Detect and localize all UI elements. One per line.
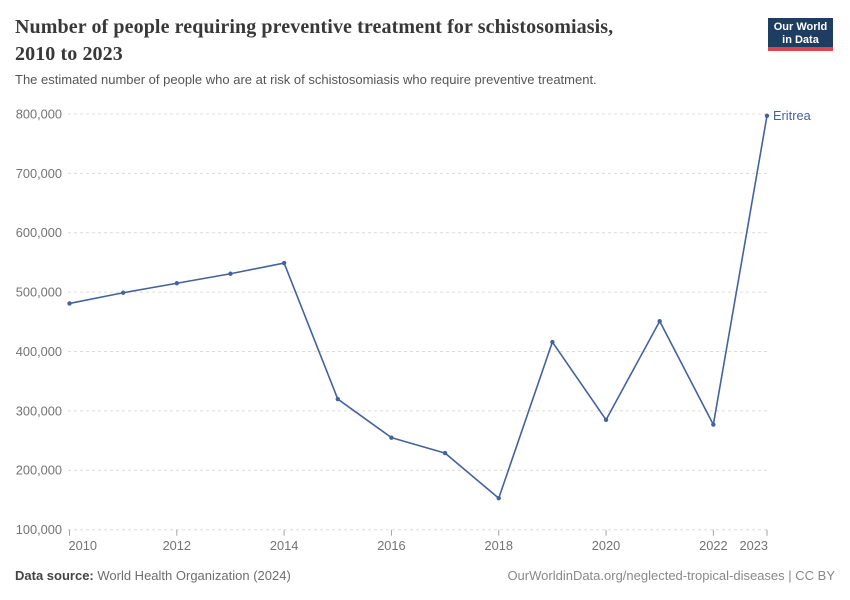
owid-logo-text-line1: Our World [773,21,828,33]
chart-subtitle: The estimated number of people who are a… [15,72,597,87]
x-axis-tick-label: 2010 [69,538,97,553]
x-axis-tick-label: 2022 [699,538,727,553]
page-title-line2: 2010 to 2023 [15,43,123,65]
credit-link[interactable]: OurWorldinData.org/neglected-tropical-di… [507,568,835,583]
data-point[interactable] [389,435,394,440]
x-axis-tick-label: 2014 [270,538,298,553]
y-axis-tick-label: 500,000 [16,285,62,300]
x-axis-tick-label: 2012 [163,538,191,553]
chart-footer: Data source: World Health Organization (… [15,568,835,583]
x-axis-tick-label: 2018 [484,538,512,553]
y-axis-tick-label: 400,000 [16,344,62,359]
y-axis-tick-label: 100,000 [16,522,62,537]
y-axis-tick-label: 700,000 [16,166,62,181]
owid-logo-text-line2: in Data [782,34,819,46]
data-point[interactable] [281,260,287,266]
series-end-label: Eritrea [773,108,812,123]
data-source: Data source: World Health Organization (… [15,568,291,583]
data-point[interactable] [764,113,770,118]
data-line [68,114,768,500]
data-point[interactable] [335,396,340,402]
data-point[interactable] [711,422,716,427]
page-title-line1: Number of people requiring preventive tr… [15,16,614,38]
data-point[interactable] [67,301,72,306]
data-source-label: Data source: [15,568,94,583]
x-axis-tick-label: 2023 [740,538,768,553]
data-source-value: World Health Organization (2024) [93,568,291,583]
data-point[interactable] [657,319,662,324]
x-axis-tick-label: 2016 [377,538,405,553]
x-axis-tick-label: 2020 [592,538,620,553]
data-point[interactable] [174,281,180,286]
data-point[interactable] [496,496,501,501]
y-axis-tick-label: 200,000 [16,463,62,478]
owid-logo[interactable]: Our World in Data [768,18,833,51]
data-point[interactable] [442,450,448,456]
y-axis-tick-label: 300,000 [16,403,62,418]
y-axis-tick-label: 800,000 [16,106,62,121]
data-point[interactable] [120,290,126,295]
page-title: Number of people requiring preventive tr… [15,14,745,68]
y-axis-tick-label: 600,000 [16,225,62,240]
data-point[interactable] [550,339,555,345]
data-point[interactable] [603,417,609,423]
data-point[interactable] [228,271,233,276]
